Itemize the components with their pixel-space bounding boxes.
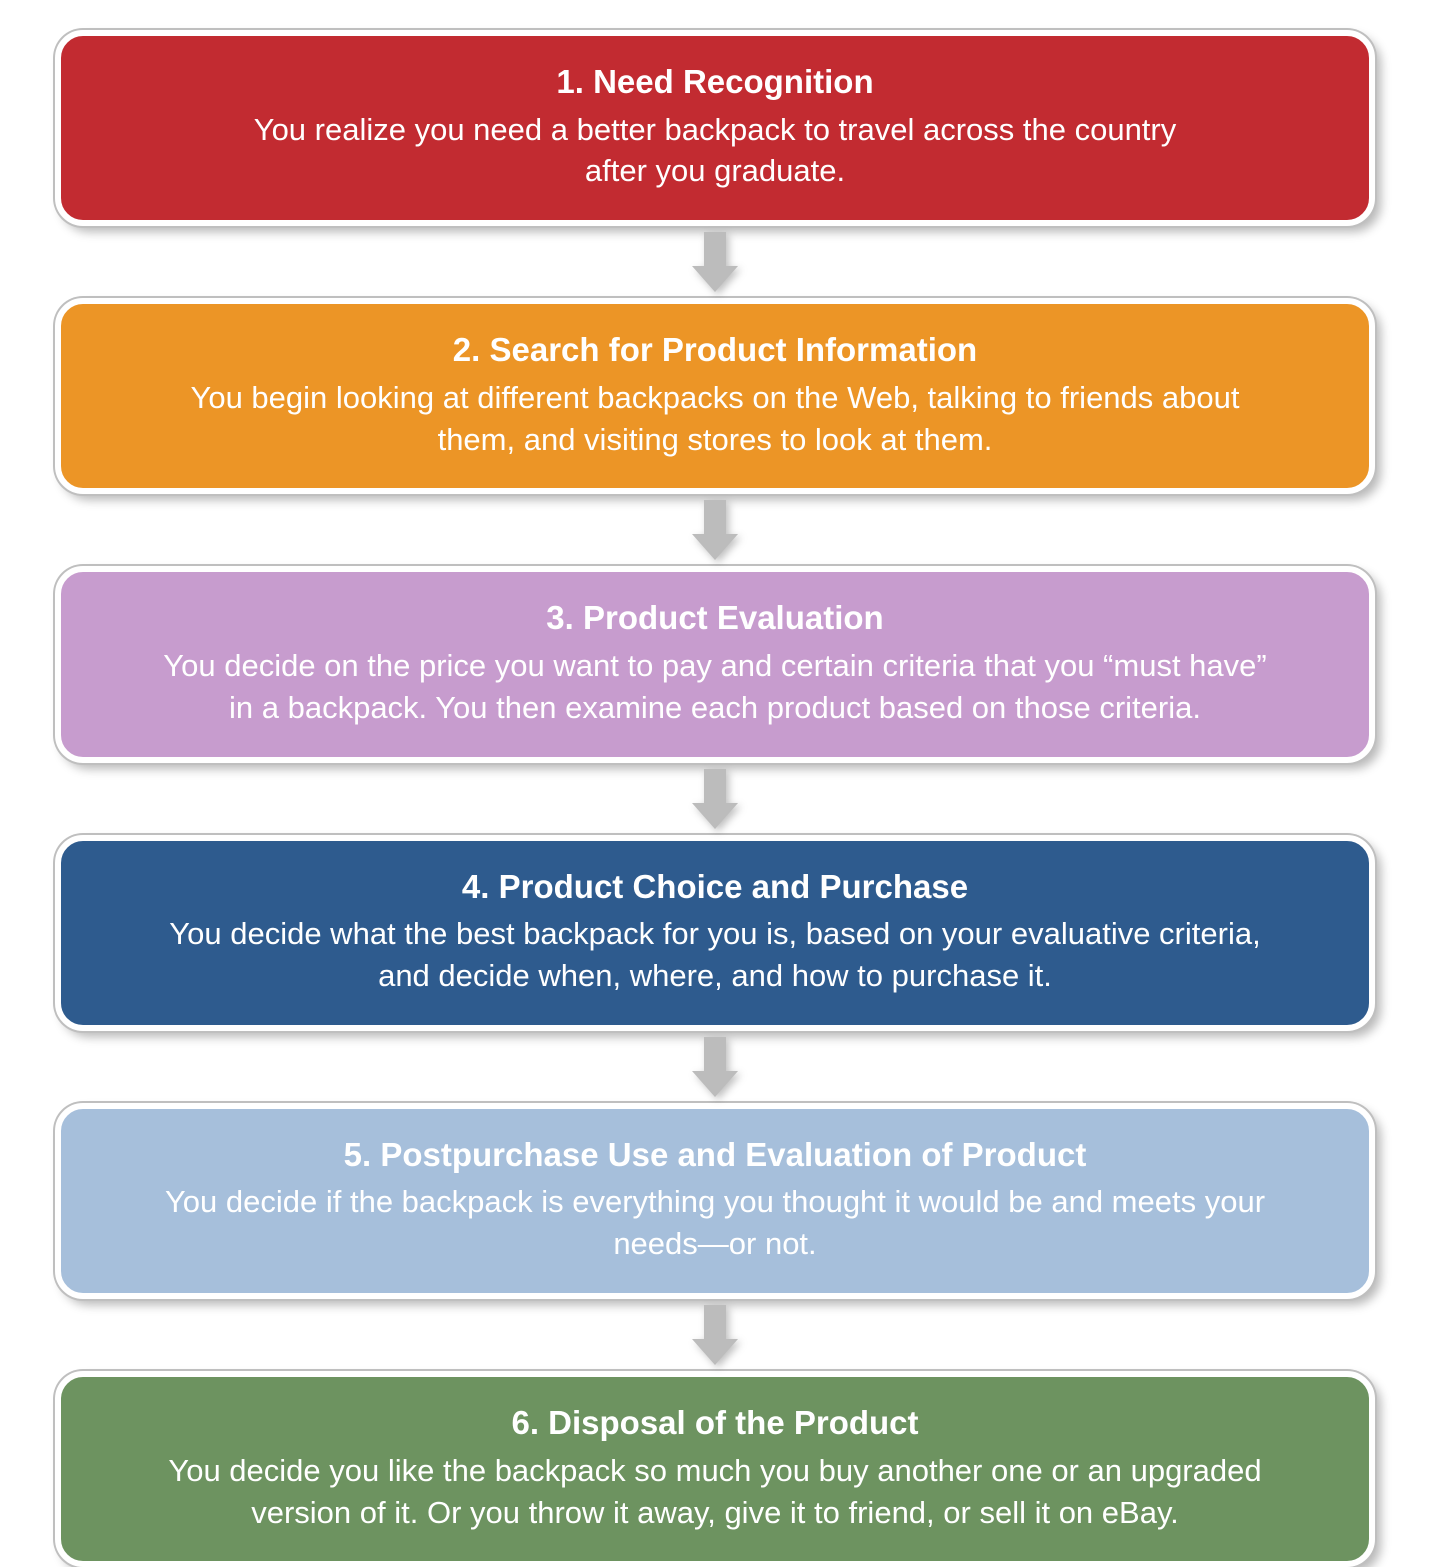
arrow-down-icon bbox=[692, 232, 738, 292]
step-title: 4. Product Choice and Purchase bbox=[101, 865, 1329, 910]
flow-step-2: 2. Search for Product InformationYou beg… bbox=[55, 298, 1375, 494]
step-title: 1. Need Recognition bbox=[101, 60, 1329, 105]
step-desc-line: You decide what the best backpack for yo… bbox=[101, 913, 1329, 955]
flow-step-5: 5. Postpurchase Use and Evaluation of Pr… bbox=[55, 1103, 1375, 1299]
step-desc-line: You decide if the backpack is everything… bbox=[101, 1181, 1329, 1223]
arrow-down-icon bbox=[692, 1305, 738, 1365]
arrow-down-icon bbox=[692, 1037, 738, 1097]
step-title: 6. Disposal of the Product bbox=[101, 1401, 1329, 1446]
flow-step-6: 6. Disposal of the ProductYou decide you… bbox=[55, 1371, 1375, 1567]
step-desc-line: You decide you like the backpack so much… bbox=[101, 1450, 1329, 1492]
step-desc-line: You decide on the price you want to pay … bbox=[101, 645, 1329, 687]
step-desc-line: version of it. Or you throw it away, giv… bbox=[101, 1492, 1329, 1534]
step-desc-line: You begin looking at different backpacks… bbox=[101, 377, 1329, 419]
arrow-down-icon bbox=[692, 500, 738, 560]
arrow-down-icon bbox=[692, 769, 738, 829]
flowchart-canvas: 1. Need RecognitionYou realize you need … bbox=[0, 0, 1430, 1435]
step-desc-line: after you graduate. bbox=[101, 150, 1329, 192]
step-desc-line: needs—or not. bbox=[101, 1223, 1329, 1265]
step-title: 3. Product Evaluation bbox=[101, 596, 1329, 641]
flow-step-3: 3. Product EvaluationYou decide on the p… bbox=[55, 566, 1375, 762]
step-desc-line: and decide when, where, and how to purch… bbox=[101, 955, 1329, 997]
step-title: 5. Postpurchase Use and Evaluation of Pr… bbox=[101, 1133, 1329, 1178]
flow-step-4: 4. Product Choice and PurchaseYou decide… bbox=[55, 835, 1375, 1031]
step-title: 2. Search for Product Information bbox=[101, 328, 1329, 373]
flow-step-1: 1. Need RecognitionYou realize you need … bbox=[55, 30, 1375, 226]
step-desc-line: You realize you need a better backpack t… bbox=[101, 109, 1329, 151]
step-desc-line: in a backpack. You then examine each pro… bbox=[101, 687, 1329, 729]
step-desc-line: them, and visiting stores to look at the… bbox=[101, 419, 1329, 461]
